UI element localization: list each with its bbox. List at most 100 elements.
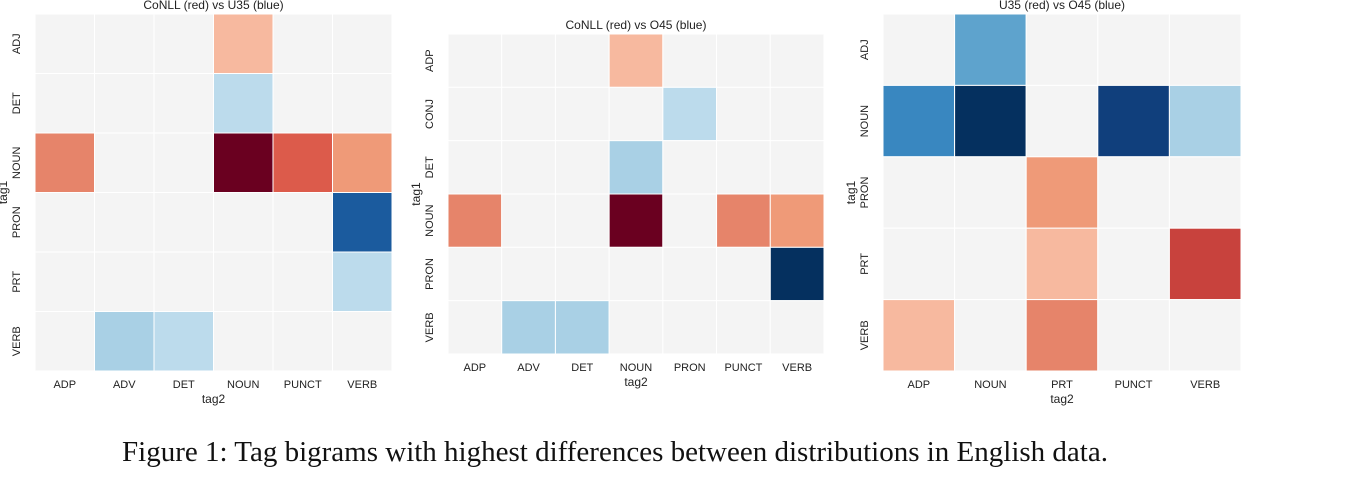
heatmap-cell [608,193,664,248]
x-tick-label: VERB [347,379,377,391]
heatmap-cell [332,73,393,134]
x-tick-label: PUNCT [1115,379,1153,391]
x-tick-label: NOUN [974,379,1006,391]
y-tick-label: PRON [859,177,871,209]
y-tick-label: VERB [11,326,23,356]
heatmap-cell [608,300,664,355]
x-tick-label: VERB [1190,379,1220,391]
heatmap-cell [213,13,274,74]
heatmap-cell [769,246,825,302]
x-tick-label: DET [173,379,195,391]
heatmap-cell [662,193,718,248]
x-axis-label: tag2 [202,392,226,406]
x-tick-label: NOUN [227,379,259,391]
heatmap-cell [716,300,771,355]
heatmap-cell [94,132,155,193]
heatmap-cell [272,13,333,74]
heatmap-cell [554,33,610,88]
heatmap-cell [501,300,556,355]
heatmap-cell [954,156,1027,229]
chart-title: CoNLL (red) vs O45 (blue) [566,18,707,32]
heatmap-cell [272,73,333,134]
heatmap-cell [332,13,393,74]
heatmap-cell [769,193,825,248]
heatmap-cell [1025,84,1099,158]
y-tick-label: ADJ [859,39,871,60]
heatmap-cell [716,33,771,88]
heatmap-cell [716,193,771,248]
y-tick-label: VERB [859,320,871,350]
heatmap-cell [94,251,155,312]
heatmap-cell [1097,299,1170,372]
heatmap-cell [662,246,718,302]
heatmap-cell [1025,156,1099,229]
x-tick-label: ADV [113,379,136,391]
heatmap-cell [213,73,274,134]
heatmap-cell [608,33,664,88]
heatmap-cell [94,13,155,74]
x-axis-label: tag2 [1050,392,1074,406]
heatmap-cell [608,246,664,302]
heatmap-cell [1097,84,1170,158]
heatmap-2: CoNLL (red) vs O45 (blue) ADP ADV DET NOUN PR… [409,18,825,389]
heatmap-cell [34,132,95,193]
heatmap-cell [332,251,393,312]
y-tick-label: ADJ [11,33,23,54]
heatmap-cell [153,251,214,312]
x-tick-label: PUNCT [724,362,762,374]
heatmap-cell [1168,227,1242,301]
y-tick-label: DET [424,156,436,178]
heatmap-cell [662,300,718,355]
heatmap-cell [332,311,393,372]
heatmap-cell [447,300,503,355]
heatmap-cell [716,246,771,302]
heatmap-cell [608,140,664,195]
heatmap-cell [716,140,771,195]
chart-title: U35 (red) vs O45 (blue) [999,0,1125,12]
heatmap-cell [769,300,825,355]
heatmap-cell [153,13,214,74]
heatmap-cell [447,33,503,88]
y-axis-label: tag1 [409,182,423,206]
heatmap-cell [554,246,610,302]
heatmap-cell [1168,13,1242,86]
heatmap-cell [882,299,956,372]
heatmap-cell [1097,227,1170,301]
heatmap-cell [882,227,956,301]
x-tick-label: PRON [674,362,706,374]
figure: CoNLL (red) vs U35 (blue) ADP ADV DET NOUN PU… [0,0,1242,406]
heatmap-cell [332,192,393,253]
x-tick-label: PUNCT [284,379,322,391]
heatmap-cell [1168,84,1242,158]
heatmap-cell [954,299,1027,372]
heatmap-cell [272,192,333,253]
chart-title: CoNLL (red) vs U35 (blue) [143,0,283,12]
heatmap-cell [501,86,556,142]
heatmap-cell [882,84,956,158]
heatmap-cell [554,86,610,142]
heatmap-cell [153,73,214,134]
heatmap-cell [34,192,95,253]
heatmap-cell [272,311,333,372]
heatmap-cell [501,140,556,195]
heatmap-cell [213,132,274,193]
heatmap-cell [94,192,155,253]
heatmap-cell [332,132,393,193]
y-tick-label: NOUN [424,204,436,236]
x-tick-label: PRT [1051,379,1073,391]
heatmap-cell [954,13,1027,86]
y-tick-label: CONJ [424,99,436,129]
y-tick-label: DET [11,92,23,114]
heatmap-cell [213,311,274,372]
heatmap-cell [447,86,503,142]
heatmap-cell [716,86,771,142]
heatmap-cell [447,140,503,195]
heatmap-cell [501,33,556,88]
heatmap-cell [94,73,155,134]
heatmap-cell [1025,13,1099,86]
heatmap-cell [153,192,214,253]
heatmap-cell [153,311,214,372]
heatmap-cell [447,246,503,302]
heatmap-cell [882,13,956,86]
heatmap-cell [662,86,718,142]
